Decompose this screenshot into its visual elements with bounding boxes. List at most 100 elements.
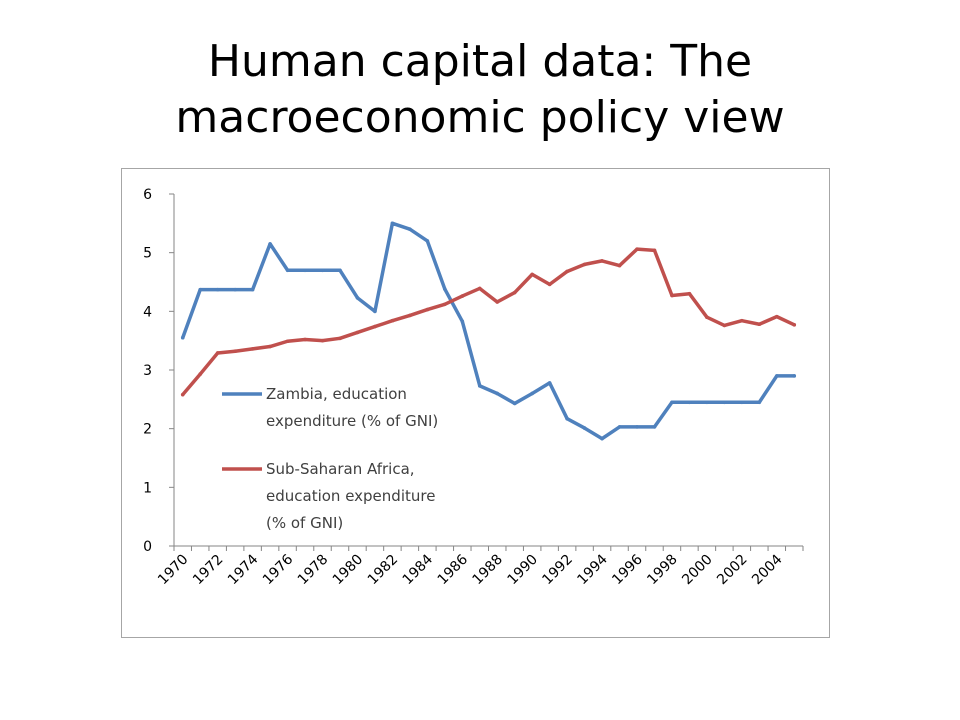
x-tick-label: 1984: [400, 551, 437, 588]
x-tick-label: 1974: [225, 551, 262, 588]
x-tick-label: 1970: [155, 552, 192, 589]
data-point-series-2: [495, 300, 500, 304]
data-point-series-2: [600, 259, 604, 263]
data-point-series-2: [303, 337, 307, 342]
data-point-series-1: [285, 268, 290, 273]
data-point-series-2: [338, 336, 342, 341]
x-tick-label: 1980: [330, 552, 367, 589]
y-tick-label: 4: [143, 304, 152, 320]
legend-label-series-1: expenditure (% of GNI): [266, 412, 438, 430]
data-point-series-2: [477, 286, 482, 291]
x-tick-label: 2000: [679, 552, 716, 589]
x-tick-label: 1978: [295, 552, 332, 589]
data-point-series-2: [250, 347, 255, 351]
data-point-series-2: [373, 324, 377, 329]
data-point-series-1: [303, 268, 307, 273]
data-point-series-1: [792, 374, 797, 378]
data-point-series-2: [705, 315, 709, 319]
y-tick-label: 6: [143, 187, 152, 203]
data-point-series-2: [215, 351, 220, 355]
data-point-series-2: [670, 293, 674, 298]
x-tick-label: 1994: [574, 551, 611, 588]
series-line-1: [180, 221, 797, 441]
series-line-2: [180, 247, 797, 397]
data-point-series-1: [740, 400, 744, 405]
data-point-series-2: [443, 302, 447, 307]
data-point-series-1: [512, 401, 517, 406]
legend-label-series-2: Sub-Saharan Africa,: [266, 460, 415, 478]
legend-label-series-2: (% of GNI): [266, 514, 343, 532]
x-tick-label: 1996: [609, 551, 646, 588]
data-point-series-1: [530, 391, 534, 396]
x-tick-label: 1990: [504, 552, 541, 589]
data-point-series-2: [635, 247, 639, 251]
x-tick-label: 1982: [365, 552, 402, 589]
x-tick-label: 1972: [190, 552, 227, 589]
x-tick-label: 1988: [470, 552, 507, 589]
data-point-series-1: [617, 425, 622, 429]
data-point-series-1: [338, 268, 342, 273]
slide-title-line-2: macroeconomic policy view: [175, 92, 785, 143]
data-point-series-2: [740, 318, 744, 323]
legend-label-series-2: education expenditure: [266, 487, 435, 505]
x-tick-label: 1986: [435, 551, 472, 588]
data-point-series-2: [460, 294, 465, 298]
data-point-series-1: [565, 416, 569, 421]
data-point-series-2: [652, 248, 657, 253]
data-point-series-2: [530, 272, 534, 277]
data-point-series-2: [180, 392, 185, 397]
y-tick-label: 2: [143, 422, 152, 438]
x-tick-label: 1976: [260, 551, 297, 588]
data-point-series-1: [198, 287, 203, 292]
data-point-series-1: [705, 400, 709, 405]
data-point-series-1: [477, 384, 482, 388]
line-chart: 0123456197019721974197619781980198219841…: [143, 187, 804, 589]
data-point-series-1: [215, 287, 220, 292]
data-point-series-1: [757, 400, 762, 405]
data-point-series-1: [495, 391, 500, 396]
y-tick-label: 5: [143, 246, 152, 262]
data-point-series-2: [687, 291, 692, 296]
data-point-series-2: [512, 290, 517, 295]
data-point-series-2: [565, 269, 569, 274]
x-tick-label: 1998: [644, 552, 681, 589]
data-point-series-1: [687, 400, 692, 405]
data-point-series-1: [268, 242, 272, 246]
data-point-series-2: [757, 322, 762, 327]
slide-title: Human capital data: The macroeconomic po…: [0, 34, 960, 146]
data-point-series-2: [547, 282, 552, 287]
data-point-series-2: [355, 330, 360, 335]
data-point-series-1: [547, 381, 552, 385]
data-point-series-2: [408, 313, 412, 318]
data-point-series-1: [425, 239, 430, 243]
x-tick-label: 1992: [539, 552, 576, 589]
data-point-series-1: [443, 287, 447, 291]
data-point-series-2: [320, 338, 325, 343]
data-point-series-2: [390, 318, 395, 323]
data-point-series-1: [460, 319, 465, 324]
y-tick-label: 3: [143, 363, 152, 379]
data-point-series-1: [233, 287, 237, 292]
data-point-series-1: [722, 400, 727, 405]
data-point-series-2: [233, 349, 237, 354]
x-tick-label: 2004: [749, 551, 786, 588]
data-point-series-2: [425, 307, 430, 312]
data-point-series-1: [250, 287, 255, 292]
x-tick-label: 2002: [714, 552, 751, 589]
data-point-series-1: [774, 374, 779, 378]
data-point-series-2: [617, 263, 622, 268]
data-point-series-1: [180, 335, 185, 340]
y-tick-label: 0: [143, 539, 152, 555]
data-point-series-2: [285, 339, 290, 344]
data-point-series-2: [198, 372, 203, 376]
data-point-series-2: [792, 323, 797, 327]
data-point-series-2: [722, 323, 727, 328]
data-point-series-2: [268, 344, 272, 349]
data-point-series-2: [582, 262, 587, 267]
data-point-series-1: [582, 426, 587, 430]
legend-label-series-1: Zambia, education: [266, 385, 407, 403]
data-point-series-1: [408, 227, 412, 231]
data-point-series-1: [320, 268, 325, 273]
slide-title-line-1: Human capital data: The: [207, 36, 753, 87]
data-point-series-1: [390, 221, 395, 226]
